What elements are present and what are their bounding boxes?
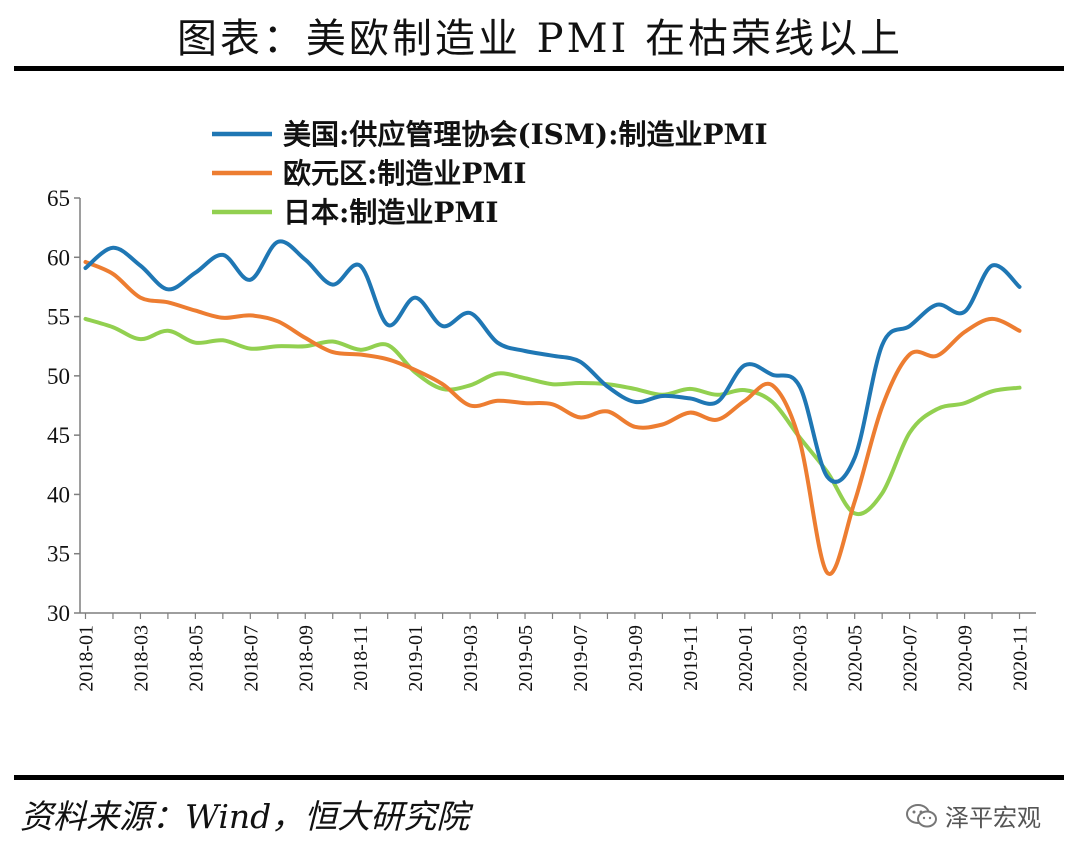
x-tick-label: 2019-01 — [405, 625, 427, 692]
x-tick-label: 2020-11 — [1010, 625, 1032, 691]
y-tick-label: 40 — [47, 482, 70, 507]
x-tick-label: 2018-07 — [240, 625, 262, 692]
bottom-rule — [14, 775, 1064, 780]
y-tick-label: 50 — [47, 364, 70, 389]
top-rule — [14, 66, 1064, 71]
x-tick-label: 2018-09 — [295, 625, 317, 692]
x-tick-label: 2018-03 — [130, 625, 152, 692]
x-tick-label: 2019-09 — [625, 625, 647, 692]
y-tick-label: 55 — [47, 305, 70, 330]
x-tick-label: 2019-03 — [460, 625, 482, 692]
x-tick-label: 2020-03 — [790, 625, 812, 692]
chart-axes: 30 35 40 45 50 55 60 65 2018-01 2018-03 2018-05 201… — [47, 186, 1036, 692]
x-tick-label: 2020-05 — [845, 625, 867, 692]
legend-label-us: 美国:供应管理协会(ISM):制造业PMI — [283, 118, 768, 151]
x-tick-label: 2018-05 — [185, 625, 207, 692]
source-note: 资料来源：Wind，恒大研究院 — [20, 797, 470, 836]
page-title: 图表：美欧制造业 PMI 在枯荣线以上 — [176, 16, 904, 62]
x-tick-label: 2019-07 — [570, 625, 592, 692]
y-tick-label: 30 — [47, 601, 70, 626]
wechat-icon — [906, 803, 937, 827]
series-line-us — [83, 239, 1022, 484]
x-tick-label: 2019-11 — [680, 625, 702, 691]
series-line-euro — [83, 260, 1022, 576]
chart-series — [83, 239, 1022, 576]
legend-label-japan: 日本:制造业PMI — [283, 196, 498, 229]
x-tick-label: 2020-01 — [735, 625, 757, 692]
x-tick-label: 2018-11 — [350, 625, 372, 691]
series-line-japan — [83, 316, 1022, 517]
legend-label-euro: 欧元区:制造业PMI — [283, 157, 526, 190]
x-tick-label: 2019-05 — [515, 625, 537, 692]
watermark-text: 泽平宏观 — [945, 804, 1041, 832]
pmi-line-chart: 30 35 40 45 50 55 60 65 2018-01 2018-03 2018-05 201… — [47, 118, 1036, 692]
x-tick-label: 2018-01 — [75, 625, 97, 692]
watermark: 泽平宏观 — [905, 798, 1041, 833]
y-tick-label: 45 — [47, 423, 70, 448]
x-tick-label: 2020-09 — [955, 625, 977, 692]
y-tick-label: 35 — [47, 542, 70, 567]
chart-legend: 美国:供应管理协会(ISM):制造业PMI 欧元区:制造业PMI 日本:制造业PMI — [212, 118, 768, 229]
y-tick-label: 60 — [47, 245, 70, 270]
x-tick-label: 2020-07 — [900, 625, 922, 692]
y-tick-label: 65 — [47, 186, 70, 211]
